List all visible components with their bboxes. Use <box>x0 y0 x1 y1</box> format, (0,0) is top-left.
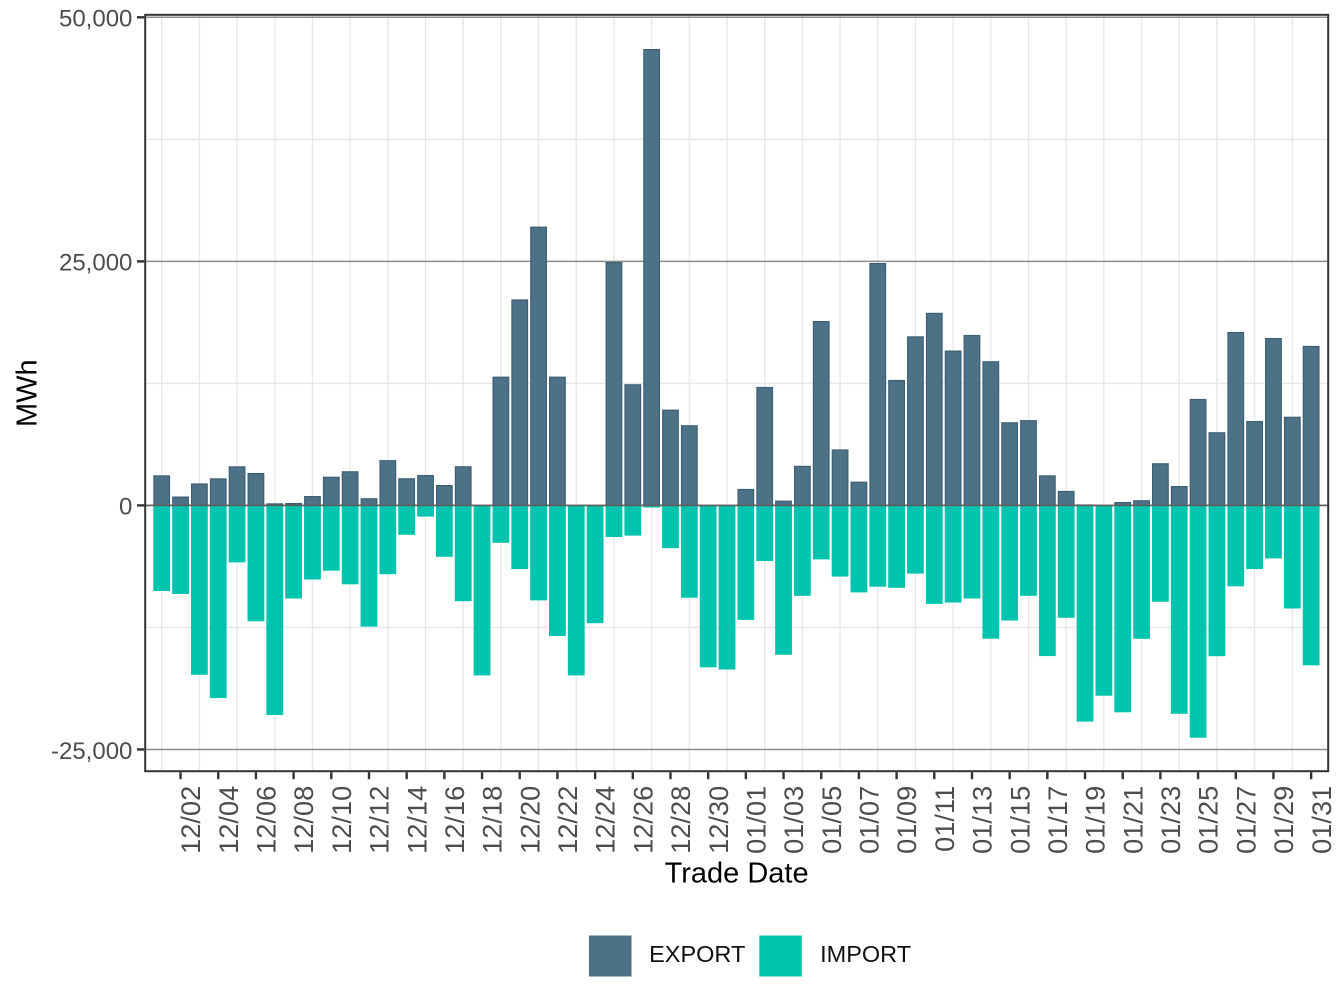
svg-text:12/04: 12/04 <box>213 786 244 854</box>
svg-text:12/02: 12/02 <box>175 786 206 854</box>
svg-text:01/07: 01/07 <box>854 786 885 854</box>
svg-text:EXPORT: EXPORT <box>649 941 745 967</box>
svg-text:12/30: 12/30 <box>703 786 734 854</box>
svg-text:12/24: 12/24 <box>590 786 621 854</box>
svg-text:01/11: 01/11 <box>929 786 960 852</box>
svg-text:12/12: 12/12 <box>364 786 395 854</box>
svg-text:01/05: 01/05 <box>816 786 847 854</box>
svg-text:-25,000: -25,000 <box>51 738 132 765</box>
svg-text:12/14: 12/14 <box>401 786 432 854</box>
svg-text:01/09: 01/09 <box>891 786 922 854</box>
svg-text:50,000: 50,000 <box>59 6 132 33</box>
svg-text:01/19: 01/19 <box>1080 786 1111 854</box>
svg-text:01/27: 01/27 <box>1230 786 1261 854</box>
svg-text:01/21: 01/21 <box>1117 786 1148 854</box>
svg-text:Trade Date: Trade Date <box>665 857 809 889</box>
svg-text:12/20: 12/20 <box>514 786 545 854</box>
svg-text:12/18: 12/18 <box>477 786 508 854</box>
svg-text:01/23: 01/23 <box>1155 786 1186 854</box>
svg-text:12/10: 12/10 <box>326 786 357 854</box>
svg-text:12/16: 12/16 <box>439 786 470 854</box>
svg-text:0: 0 <box>119 494 132 521</box>
svg-text:01/17: 01/17 <box>1042 786 1073 854</box>
svg-text:01/29: 01/29 <box>1268 786 1299 854</box>
svg-text:01/03: 01/03 <box>778 786 809 854</box>
svg-text:IMPORT: IMPORT <box>820 941 911 967</box>
svg-text:01/31: 01/31 <box>1306 786 1337 854</box>
svg-text:MWh: MWh <box>11 359 43 427</box>
svg-text:25,000: 25,000 <box>59 250 132 277</box>
svg-text:12/08: 12/08 <box>288 786 319 854</box>
svg-text:12/28: 12/28 <box>665 786 696 854</box>
svg-text:12/06: 12/06 <box>251 786 282 854</box>
svg-text:01/15: 01/15 <box>1004 786 1035 854</box>
svg-text:01/13: 01/13 <box>967 786 998 854</box>
svg-text:12/22: 12/22 <box>552 786 583 854</box>
svg-text:01/25: 01/25 <box>1193 786 1224 854</box>
svg-text:12/26: 12/26 <box>627 786 658 854</box>
svg-text:01/01: 01/01 <box>740 786 771 854</box>
